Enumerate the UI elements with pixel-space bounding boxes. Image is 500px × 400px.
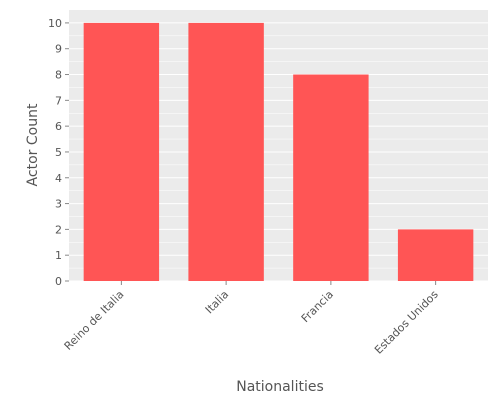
bars bbox=[83, 22, 474, 282]
y-tick-label: 9 bbox=[55, 43, 62, 56]
y-tick-label: 2 bbox=[55, 223, 62, 236]
y-tick-label: 0 bbox=[55, 275, 62, 288]
bar-reino-de-italia bbox=[83, 22, 160, 282]
bar-francia bbox=[293, 74, 369, 282]
x-axis-ticks: Reino de Italia Italia Francia Estados Unid… bbox=[62, 281, 441, 357]
y-axis-ticks: 0 1 2 3 4 5 6 7 8 9 10 bbox=[48, 17, 69, 288]
bar-estados-unidos bbox=[397, 229, 474, 281]
y-tick-label: 6 bbox=[55, 120, 62, 133]
y-axis-label: Actor Count bbox=[25, 103, 41, 186]
y-tick-label: 7 bbox=[55, 94, 62, 107]
y-tick-label: 4 bbox=[55, 172, 62, 185]
x-tick-label: Francia bbox=[299, 288, 336, 325]
y-tick-label: 10 bbox=[48, 17, 62, 30]
bar-italia bbox=[188, 22, 264, 282]
y-tick-label: 3 bbox=[55, 198, 62, 211]
x-tick-label: Reino de Italia bbox=[62, 288, 127, 353]
x-tick-label: Estados Unidos bbox=[372, 288, 441, 357]
y-tick-label: 5 bbox=[55, 146, 62, 159]
x-tick-label: Italia bbox=[203, 288, 231, 316]
y-tick-label: 1 bbox=[55, 249, 62, 262]
y-tick-label: 8 bbox=[55, 69, 62, 82]
x-axis-label: Nationalities bbox=[236, 379, 324, 395]
